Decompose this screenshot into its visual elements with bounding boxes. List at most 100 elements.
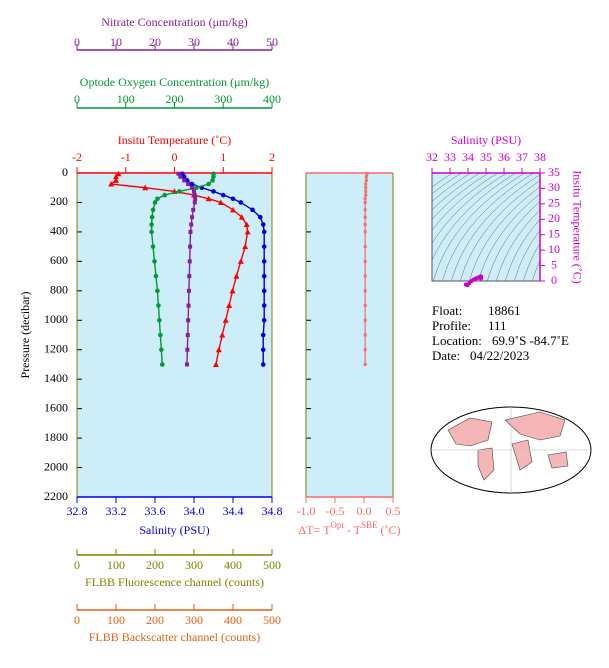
data-point: [226, 302, 233, 309]
data-point: [233, 273, 240, 279]
x-tick-label: 34: [462, 150, 474, 164]
x-tick-label: 32: [426, 150, 438, 164]
x-tick-label: 300: [185, 613, 203, 627]
x-tick-label: 500: [263, 613, 281, 627]
density-contour: [478, 193, 540, 281]
x-tick-label: 50: [266, 35, 278, 49]
density-contour: [451, 174, 540, 281]
density-contour: [532, 259, 540, 281]
info-value: 69.9˚S -84.7˚E: [492, 333, 569, 348]
data-point: [217, 199, 224, 205]
data-point: [261, 317, 267, 323]
x-tick-label: 2: [269, 150, 275, 164]
data-point: [210, 178, 215, 183]
data-point: [206, 181, 211, 187]
data-point: [149, 214, 155, 220]
data-point: [190, 185, 195, 190]
x-tick-label: 300: [214, 92, 232, 106]
data-point: [363, 200, 367, 204]
data-point: [238, 200, 244, 205]
x-tick-label: 200: [146, 558, 164, 572]
x-tick-label: 100: [107, 558, 125, 572]
data-point: [243, 221, 250, 228]
data-point: [363, 208, 367, 212]
ts-panel: [432, 173, 540, 281]
data-point: [155, 288, 160, 294]
data-point: [159, 347, 164, 353]
x-tick-label: 33.6: [145, 504, 166, 518]
y-tick-label: 800: [50, 283, 68, 297]
profile-line: [150, 173, 215, 365]
x-tick-label: 38: [534, 150, 546, 164]
data-point: [191, 207, 196, 212]
density-contour: [432, 173, 454, 188]
density-contour: [496, 209, 540, 281]
axis-title-part: - T: [344, 523, 362, 537]
data-point: [115, 170, 122, 177]
data-point: [222, 317, 229, 323]
x-tick-label: 40: [227, 35, 239, 49]
y-tick-label: 1000: [44, 312, 68, 326]
data-point: [363, 274, 367, 278]
data-point: [260, 222, 266, 227]
data-point: [365, 172, 369, 176]
y-tick-label: 0: [62, 165, 68, 179]
data-point: [188, 229, 193, 234]
data-point: [364, 186, 368, 190]
density-contour: [432, 173, 463, 195]
data-point: [188, 244, 193, 249]
data-point: [149, 222, 154, 227]
data-point: [185, 333, 190, 337]
data-point: [177, 189, 182, 194]
data-point: [193, 196, 198, 201]
y-tick-label: 1600: [44, 400, 68, 414]
data-point: [178, 174, 183, 179]
ts-point: [478, 276, 483, 281]
data-point: [186, 318, 191, 323]
data-point: [158, 332, 163, 338]
data-point: [113, 173, 119, 180]
data-point: [220, 192, 226, 198]
x-tick-label: -2: [72, 150, 82, 164]
y-tick-label: 2000: [44, 459, 68, 473]
data-point: [186, 182, 191, 187]
x-tick-label: 0: [74, 558, 80, 572]
data-point: [150, 244, 156, 249]
data-point: [363, 304, 367, 308]
data-point: [237, 258, 244, 264]
axis-title: Salinity (PSU): [451, 133, 521, 147]
x-tick-label: 10: [110, 35, 122, 49]
y-tick-label: 20: [548, 211, 560, 225]
x-tick-label: 1: [220, 150, 226, 164]
data-point: [261, 229, 267, 235]
y-tick-label: 10: [548, 242, 560, 256]
data-point: [152, 200, 158, 205]
x-tick-label: 32.8: [67, 504, 88, 518]
axis-title-part: ΔT= T: [298, 523, 331, 537]
data-point: [152, 259, 157, 264]
data-point: [260, 347, 266, 353]
y-tick-label: 200: [50, 194, 68, 208]
x-tick-label: 500: [263, 558, 281, 572]
x-tick-label: 37: [516, 150, 528, 164]
y-tick-label: 35: [548, 165, 560, 179]
world-map: [430, 406, 592, 494]
density-contour: [432, 173, 517, 262]
axis-title: Insitu Temperature (˚C): [570, 170, 584, 284]
data-point: [181, 174, 187, 179]
x-tick-label: 34.0: [184, 504, 205, 518]
data-point: [363, 333, 367, 337]
data-point: [187, 259, 192, 264]
x-tick-label: 30: [188, 35, 200, 49]
axis-title: FLBB Fluorescence channel (counts): [85, 575, 264, 589]
density-contour: [460, 180, 540, 281]
data-point: [363, 245, 367, 249]
x-tick-label: 0: [74, 613, 80, 627]
x-tick-label: 200: [146, 613, 164, 627]
data-point: [261, 244, 267, 249]
density-contour: [433, 173, 526, 281]
x-tick-label: 0: [172, 150, 178, 164]
axis-title: Salinity (PSU): [139, 523, 209, 537]
x-tick-label: 0.0: [357, 504, 372, 518]
